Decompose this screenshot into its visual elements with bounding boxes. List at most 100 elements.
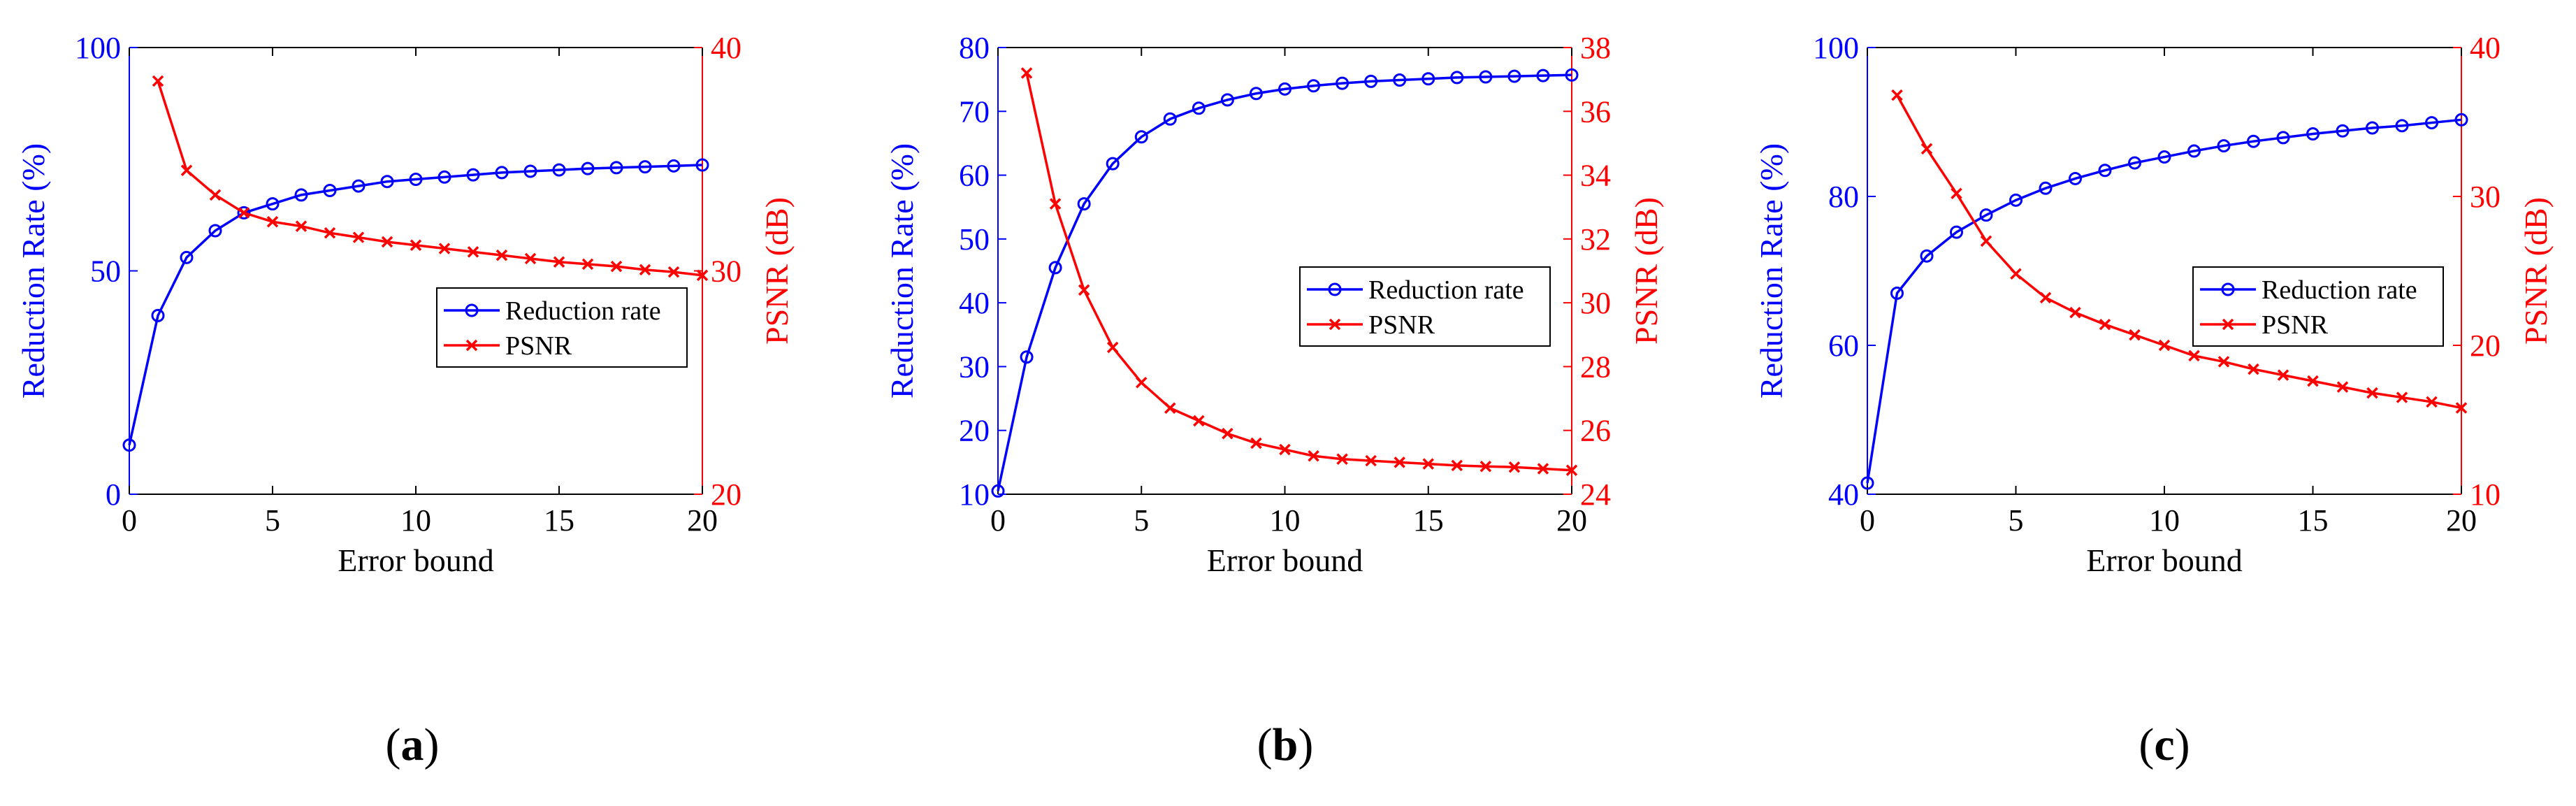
reduction-rate-point (552, 163, 566, 177)
reduction-rate-point (380, 175, 394, 189)
left-y-tick-label: 60 (959, 159, 990, 193)
psnr-point (2307, 375, 2319, 387)
reduction-rate-point (523, 164, 537, 178)
psnr-point (152, 75, 164, 87)
psnr-point (696, 269, 709, 282)
psnr-point (2099, 318, 2111, 331)
psnr-point (1394, 456, 1405, 468)
psnr-point (2069, 306, 2081, 319)
reduction-rate-point (2217, 139, 2231, 153)
reduction-rate-point (2395, 119, 2409, 133)
psnr-point (1020, 67, 1033, 79)
reduction-rate-point (1192, 101, 1206, 115)
psnr-point (1891, 89, 1903, 101)
left-y-tick-label: 100 (75, 31, 121, 65)
psnr-point (2158, 339, 2171, 352)
reduction-rate-point (409, 173, 423, 187)
reduction-rate-point (609, 161, 623, 175)
reduction-rate-point (991, 484, 1005, 498)
reduction-rate-point (1479, 70, 1493, 84)
psnr-point (381, 236, 393, 248)
left-y-tick-label: 50 (959, 222, 990, 257)
x-tick-label: 15 (2298, 503, 2329, 538)
reduction-rate-point (1565, 68, 1579, 82)
reduction-rate-point (1860, 476, 1874, 490)
psnr-point (1250, 437, 1262, 449)
reduction-rate-point (2039, 181, 2053, 195)
x-tick-label: 15 (1413, 503, 1444, 538)
x-tick-label: 5 (1134, 503, 1149, 538)
right-y-tick-label: 38 (1580, 31, 1611, 65)
reduction-rate-point (294, 188, 308, 202)
reduction-rate-point (237, 206, 251, 220)
reduction-rate-point (151, 308, 165, 322)
x-tick-label: 20 (2446, 503, 2477, 538)
legend-entry-label: PSNR (2262, 310, 2329, 340)
x-axis-label: Error bound (338, 542, 494, 578)
psnr-point (1537, 463, 1549, 475)
psnr-point (2426, 396, 2438, 408)
panel-label: (a) (386, 719, 440, 770)
reduction-rate-point (1336, 76, 1349, 90)
left-y-tick-label: 30 (959, 350, 990, 384)
psnr-point (495, 249, 508, 261)
reduction-rate-point (2157, 150, 2171, 164)
left-y-tick-label: 40 (959, 286, 990, 320)
x-axis-label: Error bound (1207, 542, 1363, 578)
psnr-point (2248, 363, 2259, 375)
reduction-rate-point (1020, 350, 1034, 364)
reduction-rate-point (1220, 93, 1234, 107)
legend: Reduction rate PSNR (436, 287, 688, 368)
psnr-point (2188, 350, 2200, 362)
legend-entry-label: Reduction rate (2262, 275, 2417, 305)
reduction-rate-point (581, 161, 595, 175)
psnr-point (410, 239, 422, 251)
legend-entry-label: PSNR (505, 331, 572, 361)
reduction-rate-point (2069, 171, 2082, 185)
right-y-tick-label: 26 (1580, 414, 1611, 448)
reduction-rate-point (2276, 131, 2290, 145)
legend-entry-label: Reduction rate (1368, 275, 1524, 305)
psnr-point (2366, 387, 2378, 399)
right-y-tick-label: 30 (711, 254, 741, 289)
x-axis-label: Error bound (2086, 542, 2243, 578)
reduction-rate-point (1979, 208, 1993, 222)
left-y-axis-label: Reduction Rate (%) (15, 143, 51, 398)
psnr-point (1222, 428, 1233, 440)
psnr-line (157, 80, 703, 277)
right-y-tick-label: 28 (1580, 350, 1611, 384)
reduction-rate-point (2187, 144, 2201, 158)
right-y-axis-label: PSNR (dB) (759, 197, 795, 345)
psnr-point (324, 226, 336, 239)
left-y-axis-label: Reduction Rate (%) (1753, 143, 1789, 398)
psnr-point (1365, 454, 1377, 467)
reduction-rate-point (1450, 71, 1464, 85)
panel-label: (c) (2139, 719, 2190, 770)
x-tick-label: 10 (1270, 503, 1301, 538)
x-tick-label: 15 (544, 503, 574, 538)
reduction-rate-line (1866, 118, 2462, 484)
right-y-tick-label: 10 (2470, 477, 2501, 512)
x-tick-label: 20 (1556, 503, 1587, 538)
reduction-rate-point (1307, 79, 1321, 93)
legend-marker-x (1329, 318, 1341, 331)
legend-box (436, 287, 688, 368)
psnr-point (209, 189, 222, 201)
reduction-rate-point (2306, 127, 2320, 141)
reduction-rate-line (997, 73, 1572, 491)
psnr-point (2396, 391, 2408, 403)
right-y-tick-label: 24 (1580, 477, 1611, 512)
chart-panel-a: 0 5 10 15 20 0 50 100 20 30 40 Error bound Reduction… (15, 31, 795, 770)
psnr-line (1895, 94, 2462, 410)
reduction-rate-point (638, 160, 652, 174)
reduction-rate-point (1536, 69, 1550, 82)
reduction-rate-point (1278, 82, 1291, 96)
x-tick-label: 0 (122, 503, 137, 538)
psnr-point (1479, 461, 1492, 473)
right-y-axis-label: PSNR (dB) (1628, 197, 1664, 345)
psnr-point (553, 256, 565, 268)
psnr-point (1951, 187, 1962, 199)
x-tick-label: 20 (687, 503, 718, 538)
reduction-rate-point (122, 438, 136, 452)
right-y-tick-label: 30 (1580, 286, 1611, 320)
